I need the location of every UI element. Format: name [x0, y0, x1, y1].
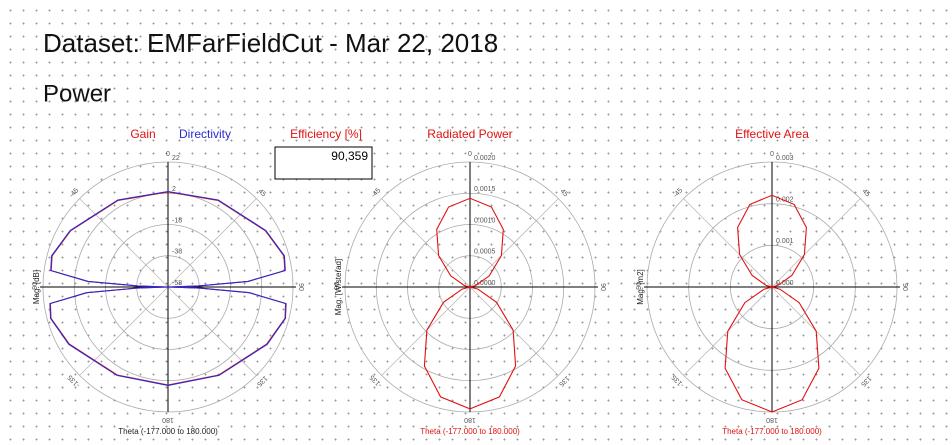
legend-entry: Directivity: [179, 127, 231, 141]
x-label: Theta (-177.000 to 180.000): [420, 427, 520, 436]
angle-label: 90: [599, 283, 606, 291]
r-tick-label: 22: [172, 155, 180, 162]
angle-label: 45: [257, 188, 268, 199]
angle-label: 0: [468, 151, 472, 158]
angle-label: -45: [68, 187, 80, 199]
angle-label: 90: [901, 283, 908, 291]
angle-label: -90: [334, 282, 341, 292]
angle-label: 0: [770, 151, 774, 158]
spoke: [771, 198, 861, 288]
angle-label: 180: [766, 416, 778, 423]
angle-label: 135: [255, 374, 268, 387]
r-tick-label: 0.0000: [474, 280, 496, 287]
r-tick-label: 0.001: [776, 238, 794, 245]
r-tick-label: -58: [172, 280, 182, 287]
efficiency-value: 90,359: [331, 149, 368, 163]
spoke: [683, 198, 773, 288]
r-tick-label: -38: [172, 249, 182, 256]
plot-title: Radiated Power: [427, 127, 512, 141]
angle-label: -45: [370, 187, 382, 199]
legend-entry: Gain: [130, 127, 155, 141]
x-label: Theta (-177.000 to 180.000): [722, 427, 822, 436]
curve: [423, 197, 517, 410]
angle-label: 135: [859, 374, 872, 387]
r-tick-label: -18: [172, 217, 182, 224]
y-label: Mag. [dB]: [32, 270, 41, 304]
angle-label: 0: [166, 151, 170, 158]
y-label: Mag. [m2]: [636, 269, 645, 305]
angle-label: 180: [162, 416, 174, 423]
x-label: Theta (-177.000 to 180.000): [118, 427, 218, 436]
report-title: Dataset: EMFarFieldCut - Mar 22, 2018: [43, 28, 498, 58]
curve: [724, 194, 820, 413]
r-tick-label: 0.0015: [474, 186, 496, 193]
plot-title: Effective Area: [735, 127, 809, 141]
r-tick-label: 0.000: [776, 280, 794, 287]
efficiency-box: [274, 146, 373, 180]
curve: [49, 190, 287, 386]
angle-label: 45: [559, 188, 570, 199]
angle-label: -90: [32, 282, 39, 292]
r-tick-label: 0.0005: [474, 249, 496, 256]
angle-label: -90: [636, 282, 643, 292]
r-tick-label: 0.0010: [474, 217, 496, 224]
angle-label: 180: [464, 416, 476, 423]
r-tick-label: 0.0020: [474, 155, 496, 162]
report-subtitle: Power: [43, 80, 111, 107]
angle-label: 135: [557, 374, 570, 387]
r-tick-label: 2: [172, 186, 176, 193]
angle-label: 45: [861, 188, 872, 199]
y-label: Mag. [W/sterad]: [334, 259, 343, 315]
efficiency-label: Efficiency [%]: [290, 127, 362, 141]
angle-label: -45: [672, 187, 684, 199]
angle-label: 90: [297, 283, 304, 291]
r-tick-label: 0.003: [776, 155, 794, 162]
